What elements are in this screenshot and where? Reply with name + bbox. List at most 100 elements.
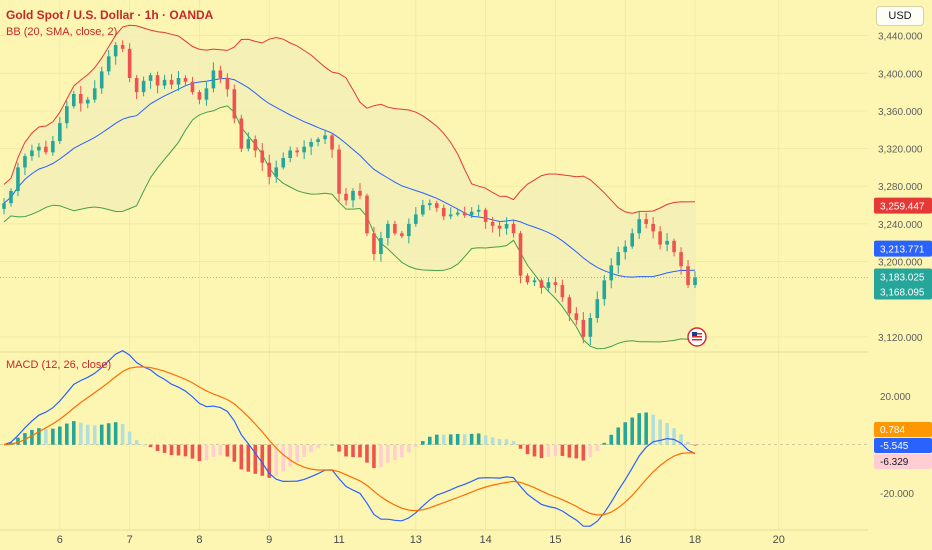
candle-body bbox=[595, 299, 600, 318]
macd-badge bbox=[874, 454, 932, 469]
histogram-bar bbox=[239, 444, 244, 470]
histogram-bar bbox=[469, 433, 474, 445]
candle-body bbox=[379, 238, 383, 254]
histogram-bar bbox=[525, 444, 530, 455]
candle-body bbox=[400, 233, 404, 237]
signal-line bbox=[3, 366, 696, 516]
candle-body bbox=[553, 282, 558, 286]
histogram-bar bbox=[462, 434, 467, 445]
candle-body bbox=[323, 135, 327, 140]
candle-body bbox=[169, 79, 174, 85]
price-tick-label: 3,360.000 bbox=[878, 107, 923, 118]
histogram-bar bbox=[162, 444, 167, 453]
bollinger-indicator-label[interactable]: BB (20, SMA, close, 2) bbox=[6, 26, 118, 38]
macd-indicator-label[interactable]: MACD (12, 26, close) bbox=[6, 359, 112, 371]
price-badge-label: 3,213.771 bbox=[880, 245, 925, 256]
currency-button[interactable]: USD bbox=[876, 6, 924, 26]
candle-body bbox=[365, 195, 369, 234]
candle-body bbox=[560, 285, 565, 298]
macd-badge-label: -6.329 bbox=[880, 457, 909, 468]
candle-body bbox=[602, 280, 607, 300]
bollinger-upper-line bbox=[3, 24, 696, 214]
bollinger-lower-line bbox=[3, 105, 696, 350]
histogram-bar bbox=[183, 444, 188, 457]
histogram-bar bbox=[190, 444, 195, 459]
candle-body bbox=[679, 252, 683, 267]
time-tick-label: 8 bbox=[196, 534, 202, 546]
candle-body bbox=[253, 139, 258, 151]
histogram-bar bbox=[490, 437, 495, 445]
histogram-bar bbox=[127, 431, 132, 445]
candle-body bbox=[281, 158, 285, 168]
candle-body bbox=[9, 190, 13, 204]
histogram-bar bbox=[414, 444, 418, 447]
price-tick-label: 3,240.000 bbox=[878, 220, 923, 231]
macd-badge-label: -5.545 bbox=[880, 441, 909, 452]
price-badge-label: 3,168.095 bbox=[880, 288, 925, 299]
histogram-bar bbox=[609, 434, 614, 445]
histogram-bar bbox=[51, 428, 55, 445]
time-axis[interactable]: 6 7 8 9 11 13 14 15 16 18 20 bbox=[0, 529, 868, 546]
histogram-bar bbox=[602, 442, 607, 445]
histogram-bar bbox=[351, 444, 355, 458]
candle-body bbox=[581, 319, 586, 337]
histogram-bar bbox=[106, 423, 111, 445]
candle-body bbox=[197, 92, 202, 100]
histogram-bar bbox=[92, 425, 97, 445]
histogram-bar bbox=[65, 423, 69, 445]
histogram-bar bbox=[204, 444, 209, 461]
histogram-bar bbox=[323, 444, 327, 446]
candle-body bbox=[85, 99, 90, 104]
macd-tick-label: -20.000 bbox=[880, 489, 914, 500]
histogram-bar bbox=[679, 434, 683, 445]
candle-body bbox=[51, 141, 55, 153]
histogram-bar bbox=[16, 437, 20, 445]
histogram-bar bbox=[504, 439, 509, 445]
candle-body bbox=[37, 146, 41, 151]
candle-body bbox=[337, 149, 341, 194]
candle-body bbox=[120, 45, 125, 49]
candle-body bbox=[211, 70, 216, 89]
macd-badge bbox=[874, 438, 932, 453]
histogram-bar bbox=[630, 417, 634, 445]
candle-body bbox=[141, 80, 146, 93]
histogram-bar bbox=[581, 444, 586, 461]
histogram-bar bbox=[532, 444, 537, 457]
histogram-bar bbox=[448, 434, 453, 445]
price-tick-label: 3,200.000 bbox=[878, 258, 923, 269]
time-tick-label: 14 bbox=[479, 534, 491, 546]
histogram-bar bbox=[30, 429, 34, 445]
us-flag-event-icon[interactable] bbox=[687, 327, 707, 347]
histogram-bar bbox=[309, 444, 313, 453]
candle-body bbox=[518, 233, 523, 276]
histogram-bar bbox=[267, 444, 272, 478]
candle-body bbox=[609, 265, 614, 281]
candle-body bbox=[588, 318, 593, 337]
macd-badge-label: 0.784 bbox=[880, 425, 905, 436]
candle-body bbox=[525, 275, 530, 283]
candle-body bbox=[644, 219, 648, 224]
candle-body bbox=[302, 146, 306, 153]
time-tick-label: 7 bbox=[127, 534, 133, 546]
price-badge bbox=[874, 197, 932, 214]
histogram-bar bbox=[337, 444, 341, 452]
chart-title: Gold Spot / U.S. Dollar · 1h · OANDA bbox=[6, 8, 214, 22]
candle-body bbox=[448, 214, 453, 217]
candle-body bbox=[232, 89, 237, 119]
histogram-bar bbox=[434, 434, 439, 445]
candle-body bbox=[693, 277, 697, 286]
macd-axis[interactable]: 20.000 -20.000 0.784 -5.545 -6.329 bbox=[874, 392, 932, 500]
candle-body bbox=[623, 246, 628, 253]
candle-body bbox=[574, 313, 579, 320]
histogram-bar bbox=[218, 444, 223, 456]
price-tick-label: 3,440.000 bbox=[878, 32, 923, 43]
candle-body bbox=[2, 203, 6, 209]
price-tick-label: 3,280.000 bbox=[878, 182, 923, 193]
candle-body bbox=[421, 205, 425, 215]
histogram-bar bbox=[99, 424, 104, 445]
macd-line bbox=[3, 350, 696, 527]
histogram-bar bbox=[407, 444, 411, 453]
candle-body bbox=[78, 94, 83, 104]
histogram-bar bbox=[211, 444, 216, 457]
